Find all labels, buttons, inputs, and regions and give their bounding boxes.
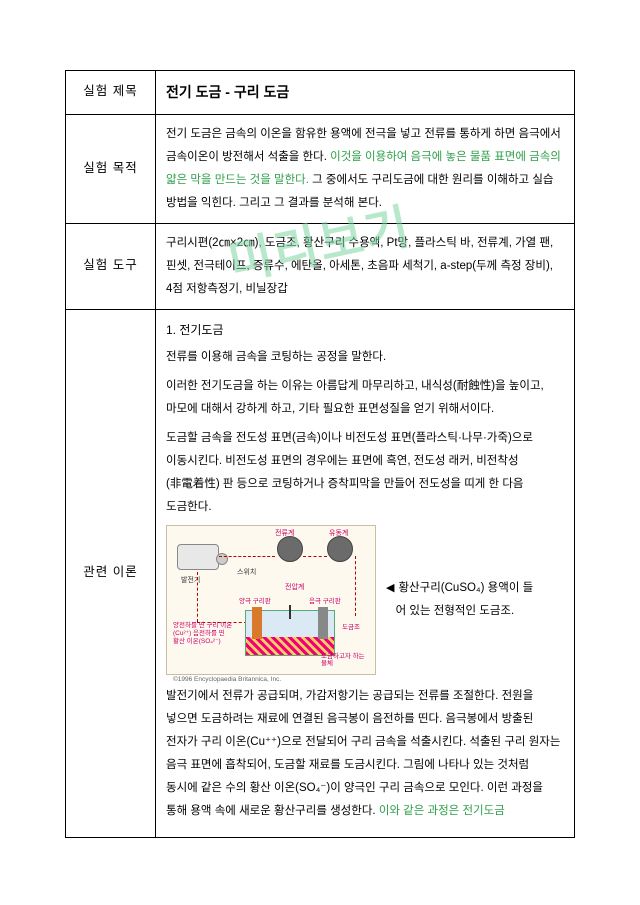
tank-label: 도금조 [342,621,360,634]
theory-row: 관련 이론 1. 전기도금 전류를 이용해 금속을 코팅하는 공정을 말한다. … [66,309,575,837]
wire-icon [197,572,198,622]
caption-line1: 황산구리(CuSO₄) 용액이 들 [398,582,533,594]
wire-icon [355,556,356,616]
tools-content: 구리시편(2㎝×2㎝), 도금조, 황산구리 수용액, Pt망, 플라스틱 바,… [156,223,575,309]
theory-p2: 이러한 전기도금을 하는 이유는 아름답게 마무리하고, 내식성(耐蝕性)을 높… [166,375,564,421]
diagram-caption: ◀ 황산구리(CuSO₄) 용액이 들 어 있는 전형적인 도금조. [386,577,533,623]
wire-icon [219,556,275,557]
caption-line2: 어 있는 전형적인 도금조. [396,605,515,617]
anode-plate-icon [252,607,262,639]
purpose-label: 실험 목적 [66,114,156,223]
voltmeter-label: 전압계 [285,581,304,595]
theory-p3: 도금할 금속을 전도성 표면(금속)이나 비전도성 표면(플라스틱·나무·가죽)… [166,427,564,519]
title-label: 실험 제목 [66,71,156,115]
diagram-copyright: ©1996 Encyclopaedia Britannica, Inc. [173,673,281,686]
experiment-table: 실험 제목 전기 도금 - 구리 도금 실험 목적 전기 도금은 금속의 이온을… [65,70,575,838]
theory-content: 1. 전기도금 전류를 이용해 금속을 코팅하는 공정을 말한다. 이러한 전기… [156,309,575,837]
theory-p1: 전류를 이용해 금속을 코팅하는 공정을 말한다. [166,346,564,369]
theory-p4-text: 발전기에서 전류가 공급되며, 가감저항기는 공급되는 전류를 조절한다. 전원… [166,690,560,817]
flowmeter-label: 유동계 [329,527,348,541]
title-value: 전기 도금 - 구리 도금 [156,71,575,115]
voltmeter-probe-icon [289,605,291,619]
switch-label: 스위치 [237,566,256,580]
item-label: 도금하고자 하는 물체 [321,653,371,667]
diagram-row: 발전기 전류계 유동계 스위치 전압계 양극 구리판 음극 구리판 [166,525,564,675]
theory-p4: 발전기에서 전류가 공급되며, 가감저항기는 공급되는 전류를 조절한다. 전원… [166,685,564,823]
purpose-row: 실험 목적 전기 도금은 금속의 이온을 함유한 용액에 전극을 넣고 전류를 … [66,114,575,223]
generator-icon [177,544,219,570]
cathode-plate-icon [318,607,328,639]
tools-row: 실험 도구 구리시편(2㎝×2㎝), 도금조, 황산구리 수용액, Pt망, 플… [66,223,575,309]
plating-diagram: 발전기 전류계 유동계 스위치 전압계 양극 구리판 음극 구리판 [166,525,376,675]
tank-icon [245,610,335,656]
ammeter-label: 전류계 [275,527,294,541]
theory-p4-green: 이와 같은 과정은 전기도금 [379,805,505,817]
wire-icon [303,556,327,557]
ion-note: 양전하를 띤 구리 이온(Cu²⁺) 음전하를 띤 황산 이온(SO₄²⁻) [173,622,233,645]
title-row: 실험 제목 전기 도금 - 구리 도금 [66,71,575,115]
tools-label: 실험 도구 [66,223,156,309]
theory-head-1: 1. 전기도금 [166,318,564,342]
purpose-content: 전기 도금은 금속의 이온을 함유한 용액에 전극을 넣고 전류를 통하게 하면… [156,114,575,223]
theory-label: 관련 이론 [66,309,156,837]
caption-arrow-icon: ◀ [386,582,394,594]
